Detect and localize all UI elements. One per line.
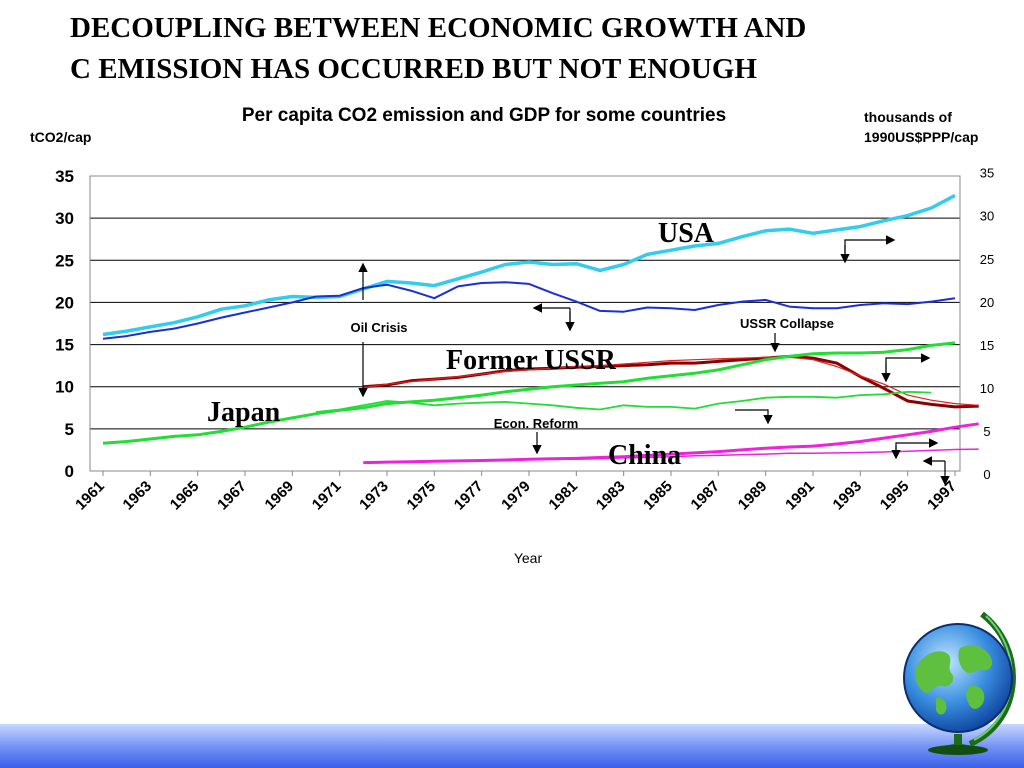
y2-axis-label-line-2: 1990US$PPP/cap: [864, 129, 978, 145]
series-line-japan-co2: [315, 390, 932, 413]
y2-tick-label: 25: [980, 252, 994, 267]
y2-tick-label: 10: [980, 381, 994, 396]
y-tick-label: 5: [65, 420, 74, 439]
co2-gdp-chart: Per capita CO2 emission and GDP for some…: [30, 105, 994, 566]
y-tick-label: 0: [65, 462, 74, 481]
label-japan: Japan: [207, 397, 281, 428]
bottom-decorative-bar: [0, 724, 1024, 768]
x-tick-label: 1977: [451, 478, 487, 514]
x-tick-label: 1989: [735, 478, 771, 514]
slide-title: DECOUPLING BETWEEN ECONOMIC GROWTH AND C…: [70, 8, 970, 90]
x-tick-label: 1963: [120, 478, 156, 514]
label-usa: USA: [658, 218, 715, 249]
y2-tick-label: 0: [983, 467, 990, 482]
x-tick-label: 1987: [688, 478, 724, 514]
y2-axis-label-line-1: thousands of: [864, 109, 952, 125]
y2-tick-label: 15: [980, 338, 994, 353]
annotation-ussr-collapse: USSR Collapse: [740, 316, 834, 331]
y-tick-label: 20: [55, 293, 74, 312]
chart-title: Per capita CO2 emission and GDP for some…: [242, 105, 726, 126]
series-line-ussr-gdp: [363, 356, 979, 406]
x-tick-label: 1981: [546, 478, 582, 514]
x-ticks: 1961 1963 1965 1967 1969 1971 1973 1975 1977 1979…: [72, 471, 960, 513]
series-line-japan-gdp: [102, 341, 956, 445]
series-line-china-co2: [363, 448, 979, 464]
x-tick-label: 1969: [262, 478, 298, 514]
slide-title-line-2: C EMISSION HAS OCCURRED BUT NOT ENOUGH: [70, 53, 757, 85]
x-tick-label: 1979: [498, 478, 534, 514]
plot-area: [89, 175, 961, 472]
y-tick-label: 15: [55, 336, 74, 355]
y-ticks: 0 5 10 15 20 25 30 35: [55, 167, 74, 481]
y2-tick-label: 5: [983, 424, 990, 439]
globe-icon: [903, 612, 1016, 755]
x-tick-label: 1991: [782, 478, 818, 514]
y-tick-label: 10: [55, 378, 74, 397]
series-line-usa-gdp: [102, 193, 956, 337]
y2-tick-label: 35: [980, 166, 994, 181]
japan-co2-arrow: [735, 409, 773, 425]
series-layer: [102, 193, 979, 465]
x-tick-label: 1985: [640, 478, 676, 514]
label-china: China: [608, 440, 681, 471]
annotation-oil-crisis: Oil Crisis: [350, 320, 407, 335]
y2-tick-label: 20: [980, 295, 994, 310]
series-line-usa-co2: [102, 281, 956, 340]
x-tick-label: 1997: [924, 478, 960, 514]
x-tick-label: 1983: [593, 478, 629, 514]
label-former-ussr: Former USSR: [446, 345, 617, 376]
slide-title-line-1: DECOUPLING BETWEEN ECONOMIC GROWTH AND: [70, 12, 807, 44]
x-tick-label: 1975: [404, 478, 440, 514]
y2-ticks: 0 5 10 15 20 25 30 35: [980, 166, 994, 482]
x-tick-label: 1971: [309, 478, 345, 514]
usa-gdp-arrow: [844, 235, 896, 262]
x-tick-label: 1965: [167, 478, 203, 514]
y-tick-label: 35: [55, 167, 74, 186]
x-tick-label: 1995: [877, 478, 913, 514]
x-tick-label: 1973: [356, 478, 392, 514]
y2-tick-label: 30: [980, 209, 994, 224]
x-tick-label: 1961: [72, 478, 108, 514]
x-tick-label: 1993: [830, 478, 866, 514]
x-tick-label: 1967: [214, 478, 250, 514]
annotation-arrows: [358, 235, 950, 486]
annotation-econ-reform: Econ. Reform: [494, 416, 579, 431]
japan-gdp-arrow: [885, 353, 931, 381]
x-axis-label: Year: [514, 550, 543, 566]
y-tick-label: 25: [55, 251, 74, 270]
y-tick-label: 30: [55, 209, 74, 228]
y-axis-label: tCO2/cap: [30, 129, 91, 145]
